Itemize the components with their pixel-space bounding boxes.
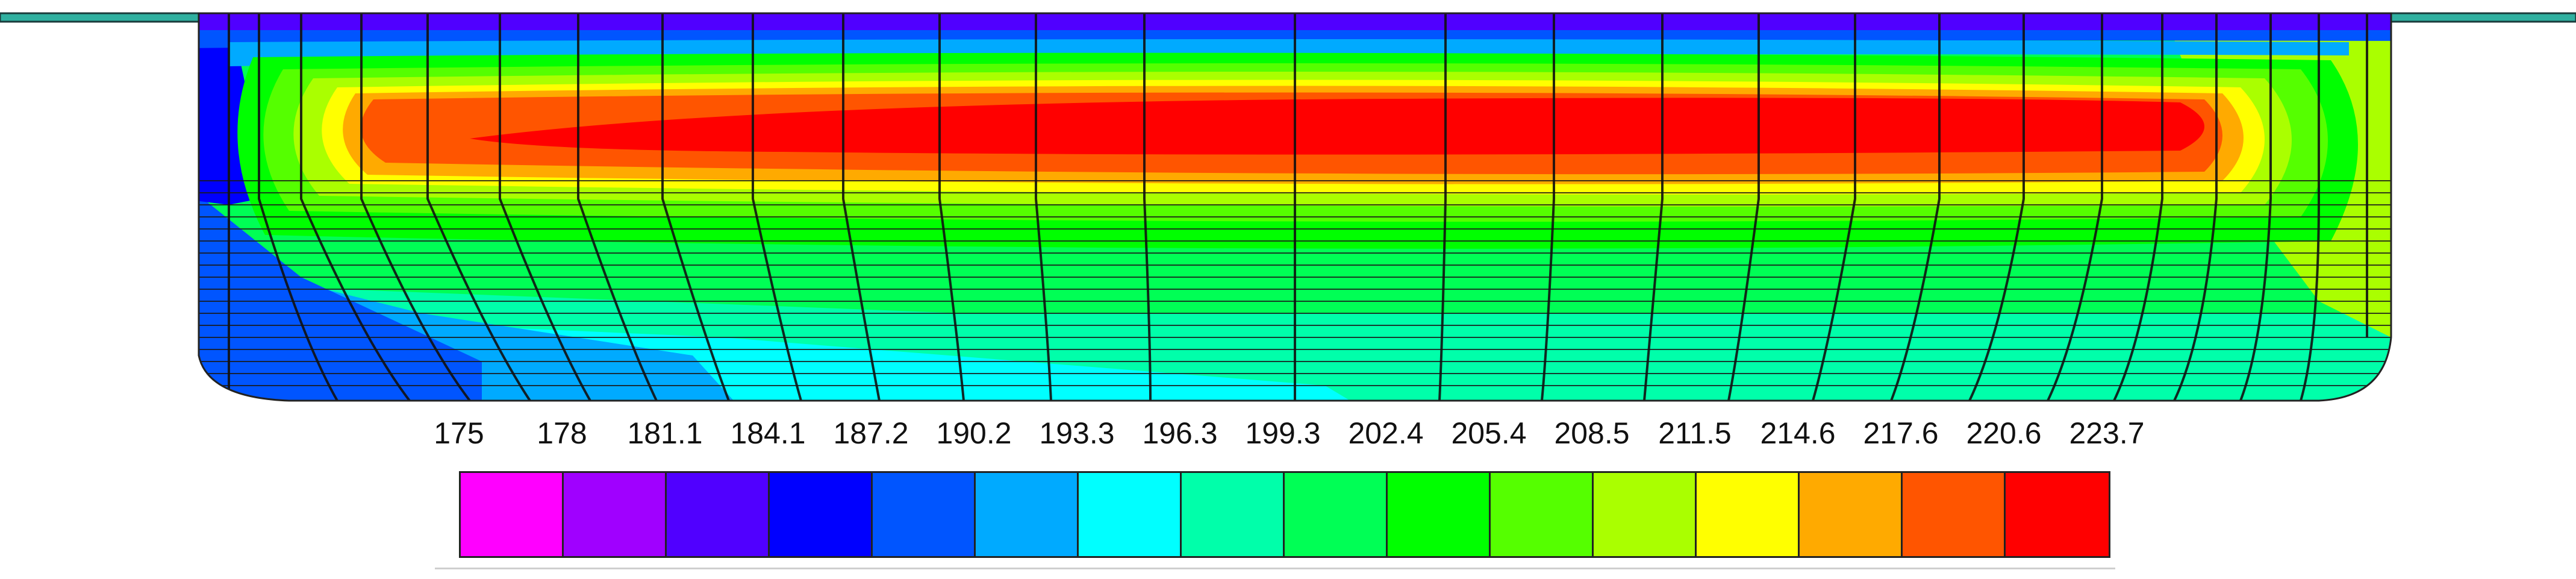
legend-swatch [1903, 473, 2006, 556]
hull-body [199, 13, 2391, 401]
legend-tick-label: 193.3 [1039, 416, 1115, 450]
legend-swatch [873, 473, 976, 556]
temperature-contour-plot [0, 12, 2576, 402]
color-legend-bar [459, 471, 2110, 558]
legend-swatch [667, 473, 770, 556]
legend-swatch [1697, 473, 1800, 556]
legend-tick-label: 187.2 [833, 416, 909, 450]
legend-swatch [1594, 473, 1697, 556]
left-flange [0, 12, 201, 23]
legend-tick-label: 211.5 [1658, 416, 1732, 450]
legend-tick-label: 214.6 [1760, 416, 1836, 450]
legend-swatch [1285, 473, 1388, 556]
legend-tick-label: 184.1 [730, 416, 806, 450]
legend-swatch [564, 473, 667, 556]
legend-swatch [1491, 473, 1594, 556]
legend-tick-label: 208.5 [1554, 416, 1630, 450]
legend-tick-label: 205.4 [1451, 416, 1527, 450]
legend-tick-label: 196.3 [1142, 416, 1218, 450]
legend-tick-label: 199.3 [1245, 416, 1321, 450]
legend-tick-label: 220.6 [1966, 416, 2042, 450]
legend-tick-label: 190.2 [936, 416, 1012, 450]
legend-tick-label: 202.4 [1348, 416, 1424, 450]
legend-tick-label: 181.1 [627, 416, 703, 450]
legend-tick-label: 217.6 [1863, 416, 1939, 450]
legend-swatch [2006, 473, 2109, 556]
right-flange [2389, 12, 2576, 23]
legend-swatch [1079, 473, 1182, 556]
legend-swatch [976, 473, 1079, 556]
legend-tick-label: 178 [537, 416, 587, 450]
legend-divider [435, 568, 2115, 569]
legend-swatch [1388, 473, 1491, 556]
legend-swatch [1182, 473, 1285, 556]
legend-tick-label: 223.7 [2069, 416, 2145, 450]
legend-tick-labels: 175 178 181.1 184.1 187.2 190.2 193.3 196.3 199.… [0, 416, 2576, 470]
legend-swatch [461, 473, 564, 556]
hull-outline [198, 12, 2392, 402]
legend-swatch [1800, 473, 1903, 556]
legend-swatch [770, 473, 873, 556]
legend-tick-label: 175 [434, 416, 484, 450]
